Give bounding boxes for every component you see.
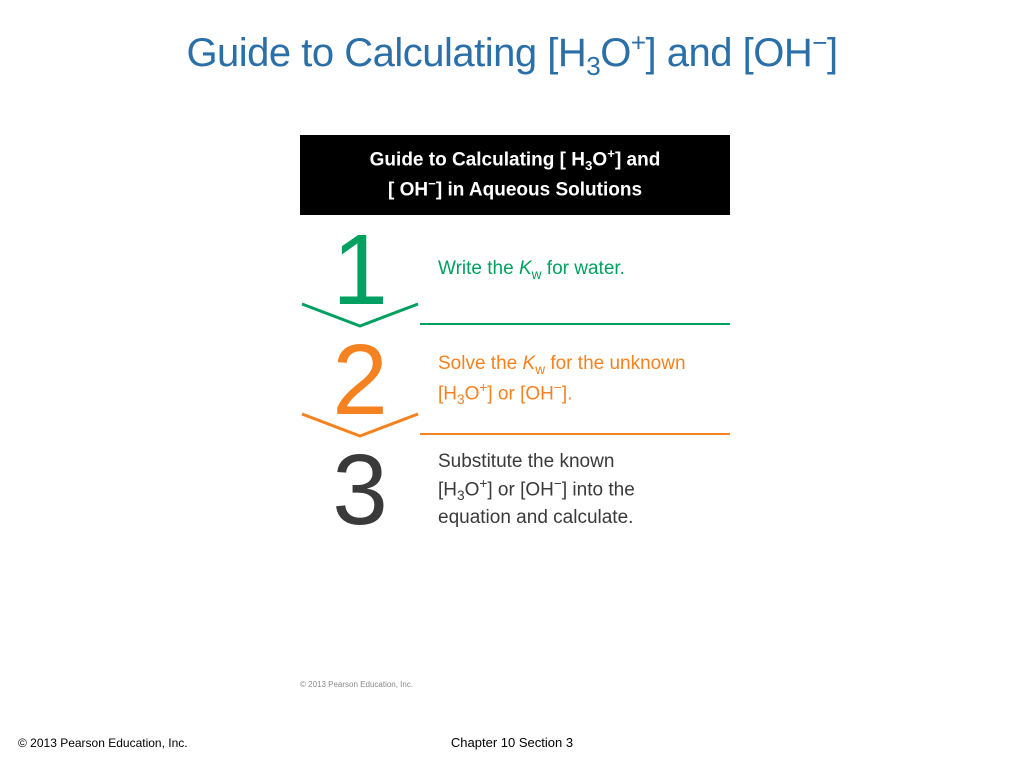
step-number-cell: 3 [300, 440, 420, 540]
step-text: Write the Kw for water. [420, 256, 631, 284]
title-text: Guide to Calculating [H3O+] and [OH−] [186, 31, 837, 75]
step-row-2: 2Solve the Kw for the unknown [H3O+] or … [300, 325, 730, 435]
step-row-1: 1Write the Kw for water. [300, 215, 730, 325]
step-number: 3 [332, 440, 388, 540]
footer-chapter: Chapter 10 Section 3 [0, 735, 1024, 750]
step-text: Substitute the known[H3O+] or [OH−] into… [420, 449, 641, 531]
slide-title: Guide to Calculating [H3O+] and [OH−] [0, 28, 1024, 82]
guide-box: Guide to Calculating [ H3O+] and[ OH−] i… [300, 135, 730, 545]
guide-header: Guide to Calculating [ H3O+] and[ OH−] i… [300, 135, 730, 215]
step-row-3: 3 Substitute the known[H3O+] or [OH−] int… [300, 435, 730, 545]
step-number-cell: 2 [300, 330, 420, 430]
micro-copyright: © 2013 Pearson Education, Inc. [300, 680, 413, 689]
step-text: Solve the Kw for the unknown [H3O+] or [… [420, 351, 730, 410]
step-number-cell: 1 [300, 220, 420, 320]
